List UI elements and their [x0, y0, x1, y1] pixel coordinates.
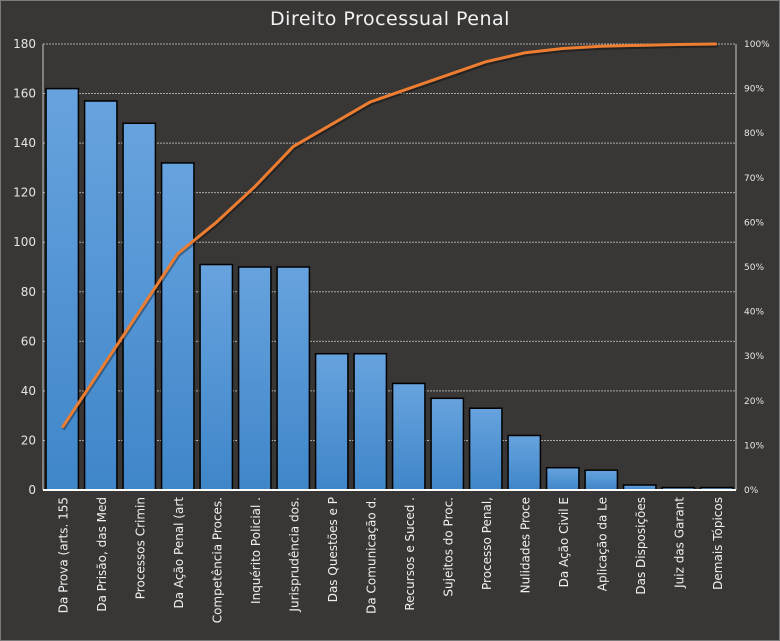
y-axis-left-ticks: 0 20 40 60 80 100 120 140 160 180 [13, 37, 36, 497]
y-axis-right-ticks: 0% 10% 20% 30% 40% 50% 60% 70% 80% 90% 100% [744, 40, 770, 496]
cumulative-line-series [61, 42, 718, 431]
x-tick-label: Competência Proces. [210, 497, 224, 623]
x-tick-label: Recursos e Suced . [403, 497, 417, 611]
bar [430, 397, 465, 491]
bar [391, 382, 426, 491]
x-tick-label: Juiz das Garant [672, 497, 686, 589]
y-tick-label: 160 [13, 87, 36, 101]
axes [42, 44, 737, 491]
x-tick-label: Jurisprudência dos. [287, 497, 301, 613]
y2-tick-label: 80% [744, 129, 764, 139]
x-tick-label: Inquérito Policial . [249, 497, 263, 604]
bar-series [45, 87, 734, 491]
x-tick-label: Da Prova (arts. 155 [56, 497, 70, 613]
y2-tick-label: 30% [744, 352, 764, 362]
x-tick-label: Da Comunicação d. [364, 497, 378, 614]
x-tick-label: Aplicação da Le [595, 497, 609, 591]
x-tick-label: Das Questões e P [326, 497, 340, 602]
x-tick-label: Processos Crimin [133, 497, 147, 599]
y2-tick-label: 10% [744, 441, 764, 451]
y2-tick-label: 50% [744, 263, 764, 273]
cumulative-line [61, 42, 717, 429]
y-tick-label: 120 [13, 186, 36, 200]
x-tick-label: Demais Tópicos [711, 497, 725, 590]
y-tick-label: 140 [13, 136, 36, 150]
bar [83, 100, 118, 491]
cumulative-line-shadow [62, 44, 718, 431]
y-tick-label: 60 [21, 334, 36, 348]
x-tick-label: Sujeitos do Proc. [441, 497, 455, 597]
x-tick-label: Das Disposições [634, 497, 648, 595]
y-tick-label: 100 [13, 235, 36, 249]
chart-title: Direito Processual Penal [270, 8, 510, 30]
gridlines [43, 43, 736, 441]
x-tick-label: Nulidades Proce [518, 497, 532, 593]
y-tick-label: 40 [21, 384, 36, 398]
bar [160, 162, 195, 491]
y2-tick-label: 20% [744, 397, 764, 407]
bar [237, 266, 272, 491]
y2-tick-label: 60% [744, 218, 764, 228]
y-tick-label: 0 [28, 483, 36, 497]
x-tick-label: Processo Penal, [480, 497, 494, 590]
y2-tick-label: 40% [744, 308, 764, 318]
y2-tick-label: 90% [744, 85, 764, 95]
y2-tick-label: 100% [744, 40, 770, 50]
bar [45, 87, 80, 491]
y2-tick-label: 70% [744, 174, 764, 184]
y-tick-label: 80 [21, 285, 36, 299]
x-tick-label: Da Ação Penal (art [172, 497, 186, 609]
bar [468, 407, 503, 491]
bar [276, 266, 311, 491]
bar [122, 122, 157, 491]
bar [314, 352, 349, 491]
bar [584, 469, 619, 491]
bar [545, 466, 580, 491]
y2-tick-label: 0% [744, 486, 759, 496]
x-tick-label: Da Ação Civil E [557, 497, 571, 587]
y-tick-label: 20 [21, 433, 36, 447]
y-tick-label: 180 [13, 37, 36, 51]
bar [199, 263, 234, 491]
bar [353, 352, 388, 491]
x-axis-labels: Da Prova (arts. 155 Da Prisão, das Med Pro… [56, 497, 725, 624]
x-tick-label: Da Prisão, das Med [95, 497, 109, 612]
bar [507, 434, 542, 491]
